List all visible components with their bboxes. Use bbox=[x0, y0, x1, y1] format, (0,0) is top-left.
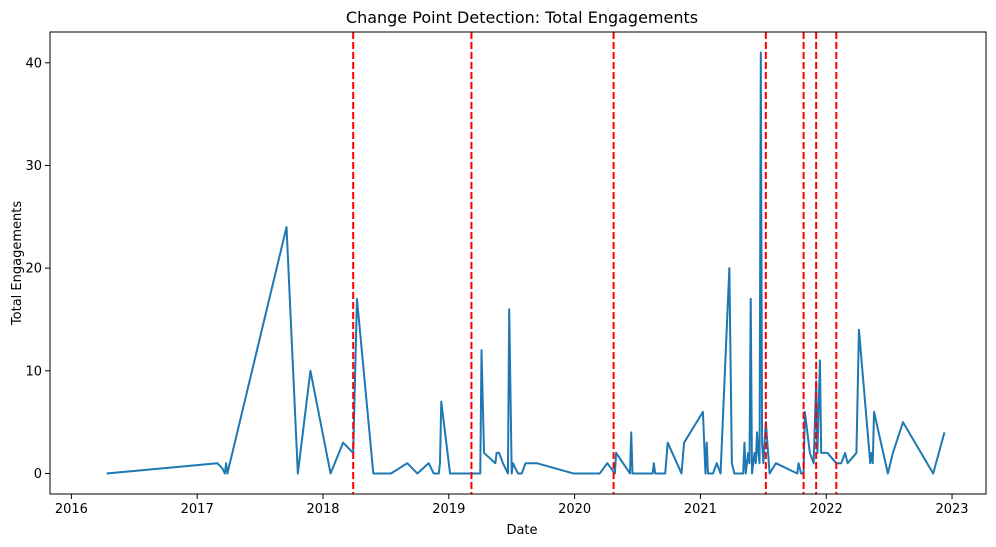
series-line-1 bbox=[106, 51, 946, 475]
y-axis-ticks: 0 10 20 30 40 bbox=[25, 56, 50, 482]
y-tick-label: 10 bbox=[25, 364, 42, 379]
x-tick-label: 2020 bbox=[558, 502, 591, 517]
y-tick-label: 40 bbox=[25, 56, 42, 71]
x-tick-label: 2021 bbox=[684, 502, 717, 517]
plot-frame bbox=[49, 31, 987, 495]
x-tick-label: 2022 bbox=[810, 502, 843, 517]
chart-title: Change Point Detection: Total Engagement… bbox=[346, 8, 698, 27]
series-lines bbox=[106, 51, 946, 475]
y-tick-label: 30 bbox=[25, 159, 42, 174]
x-tick-label: 2018 bbox=[306, 502, 339, 517]
x-tick-label: 2016 bbox=[55, 502, 88, 517]
y-tick-label: 20 bbox=[25, 262, 42, 277]
x-tick-label: 2023 bbox=[935, 502, 968, 517]
x-tick-label: 2017 bbox=[181, 502, 214, 517]
change-point-lines bbox=[352, 32, 838, 494]
y-tick-label: 0 bbox=[34, 467, 42, 482]
x-tick-label: 2019 bbox=[432, 502, 465, 517]
x-axis-ticks: 2016 2017 2018 2019 2020 2021 2022 2023 bbox=[55, 494, 969, 517]
y-axis-label: Total Engagements bbox=[10, 201, 25, 326]
x-axis-label: Date bbox=[506, 523, 537, 538]
